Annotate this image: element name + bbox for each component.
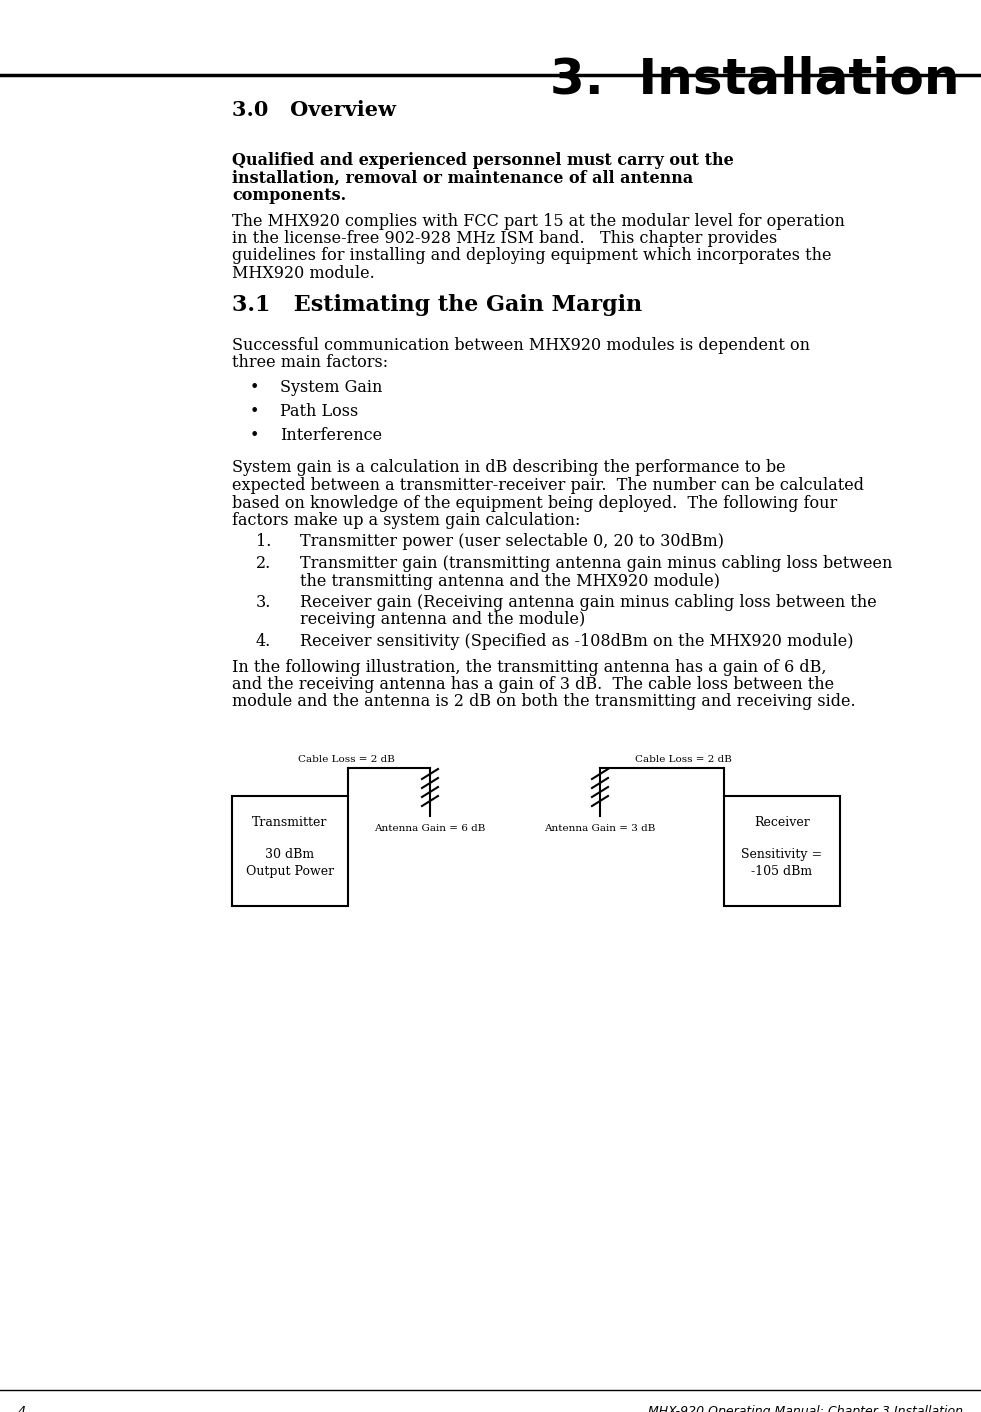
Text: 3.1   Estimating the Gain Margin: 3.1 Estimating the Gain Margin: [232, 295, 643, 316]
Text: factors make up a system gain calculation:: factors make up a system gain calculatio…: [232, 513, 581, 530]
Text: System gain is a calculation in dB describing the performance to be: System gain is a calculation in dB descr…: [232, 459, 786, 476]
Text: Cable Loss = 2 dB: Cable Loss = 2 dB: [298, 755, 395, 764]
Text: based on knowledge of the equipment being deployed.  The following four: based on knowledge of the equipment bein…: [232, 494, 837, 511]
Text: installation, removal or maintenance of all antenna: installation, removal or maintenance of …: [232, 169, 694, 186]
Text: Path Loss: Path Loss: [280, 404, 358, 421]
Text: Antenna Gain = 6 dB: Antenna Gain = 6 dB: [375, 825, 486, 833]
Text: System Gain: System Gain: [280, 380, 383, 397]
Bar: [232, 796, 348, 907]
Text: Successful communication between MHX920 modules is dependent on: Successful communication between MHX920 …: [232, 336, 810, 353]
Text: Cable Loss = 2 dB: Cable Loss = 2 dB: [635, 755, 732, 764]
Text: Receiver gain (Receiving antenna gain minus cabling loss between the: Receiver gain (Receiving antenna gain mi…: [300, 594, 877, 611]
Text: expected between a transmitter-receiver pair.  The number can be calculated: expected between a transmitter-receiver …: [232, 477, 864, 494]
Text: Qualified and experienced personnel must carry out the: Qualified and experienced personnel must…: [232, 152, 734, 169]
Text: 3.  Installation: 3. Installation: [550, 55, 960, 103]
Text: Interference: Interference: [280, 428, 383, 445]
Text: Sensitivity =
-105 dBm: Sensitivity = -105 dBm: [742, 849, 822, 878]
Text: Transmitter power (user selectable 0, 20 to 30dBm): Transmitter power (user selectable 0, 20…: [300, 534, 724, 551]
Text: The MHX920 complies with FCC part 15 at the modular level for operation: The MHX920 complies with FCC part 15 at …: [232, 212, 845, 230]
Text: 1.: 1.: [256, 534, 272, 551]
Text: Antenna Gain = 3 dB: Antenna Gain = 3 dB: [544, 825, 655, 833]
Text: module and the antenna is 2 dB on both the transmitting and receiving side.: module and the antenna is 2 dB on both t…: [232, 693, 855, 710]
Text: components.: components.: [232, 186, 346, 203]
Text: 4.: 4.: [256, 633, 272, 650]
Text: 3.0   Overview: 3.0 Overview: [232, 100, 396, 120]
Text: MHX-920 Operating Manual: Chapter 3 Installation: MHX-920 Operating Manual: Chapter 3 Inst…: [648, 1405, 963, 1412]
Text: Transmitter gain (transmitting antenna gain minus cabling loss between: Transmitter gain (transmitting antenna g…: [300, 555, 893, 572]
Text: receiving antenna and the module): receiving antenna and the module): [300, 611, 586, 628]
Bar: [724, 796, 840, 907]
Text: Transmitter: Transmitter: [252, 816, 328, 829]
Text: Receiver: Receiver: [754, 816, 810, 829]
Text: •: •: [250, 428, 259, 445]
Text: Receiver sensitivity (Specified as -108dBm on the MHX920 module): Receiver sensitivity (Specified as -108d…: [300, 633, 853, 650]
Text: In the following illustration, the transmitting antenna has a gain of 6 dB,: In the following illustration, the trans…: [232, 658, 827, 675]
Text: 3.: 3.: [256, 594, 272, 611]
Text: and the receiving antenna has a gain of 3 dB.  The cable loss between the: and the receiving antenna has a gain of …: [232, 676, 834, 693]
Text: 2.: 2.: [256, 555, 272, 572]
Text: three main factors:: three main factors:: [232, 354, 388, 371]
Text: guidelines for installing and deploying equipment which incorporates the: guidelines for installing and deploying …: [232, 247, 832, 264]
Text: 4: 4: [18, 1405, 26, 1412]
Text: 30 dBm
Output Power: 30 dBm Output Power: [246, 849, 335, 878]
Text: •: •: [250, 380, 259, 397]
Text: MHX920 module.: MHX920 module.: [232, 265, 375, 282]
Text: in the license-free 902-928 MHz ISM band.   This chapter provides: in the license-free 902-928 MHz ISM band…: [232, 230, 777, 247]
Text: •: •: [250, 404, 259, 421]
Text: the transmitting antenna and the MHX920 module): the transmitting antenna and the MHX920 …: [300, 572, 720, 589]
